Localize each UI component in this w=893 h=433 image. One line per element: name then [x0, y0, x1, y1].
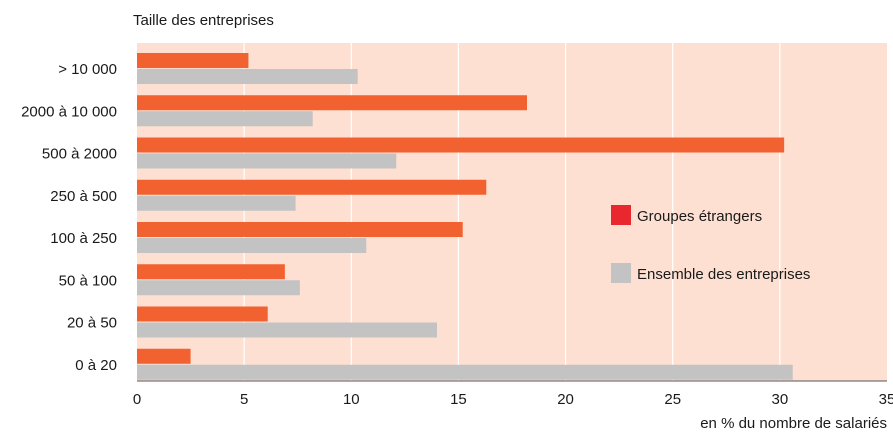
bar-groupes-etrangers [137, 179, 487, 195]
bar-groupes-etrangers [137, 137, 785, 153]
x-tick-label: 35 [879, 391, 893, 408]
bar-ensemble-entreprises [137, 280, 300, 296]
y-tick-label: > 10 000 [58, 61, 117, 78]
bar-ensemble-entreprises [137, 195, 296, 211]
bar-groupes-etrangers [137, 306, 268, 322]
y-tick-label: 100 à 250 [50, 230, 117, 247]
y-tick-labels: > 10 000 2000 à 10 000 500 à 2000 250 à 500… [21, 61, 117, 374]
y-axis-title: Taille des entreprises [133, 12, 274, 29]
x-tick-label: 25 [664, 391, 681, 408]
x-tick-labels: 0 5 10 15 20 25 30 35 [133, 391, 893, 408]
bar-groupes-etrangers [137, 264, 285, 280]
bar-groupes-etrangers [137, 95, 527, 111]
x-tick-label: 15 [450, 391, 467, 408]
bar-ensemble-entreprises [137, 153, 397, 169]
legend-swatch [611, 263, 631, 283]
bar-groupes-etrangers [137, 222, 463, 237]
x-tick-label: 0 [133, 391, 141, 408]
x-tick-label: 20 [557, 391, 574, 408]
x-tick-label: 5 [240, 391, 248, 408]
bar-groupes-etrangers [137, 348, 191, 364]
x-axis-title: en % du nombre de salariés [700, 415, 887, 432]
y-tick-label: 250 à 500 [50, 188, 117, 205]
y-tick-label: 2000 à 10 000 [21, 103, 117, 120]
bar-groupes-etrangers [137, 53, 249, 68]
bar-ensemble-entreprises [137, 111, 313, 127]
y-tick-label: 20 à 50 [67, 315, 117, 332]
legend-swatch [611, 205, 631, 225]
bar-ensemble-entreprises [137, 69, 358, 84]
bar-ensemble-entreprises [137, 364, 793, 380]
y-tick-label: 0 à 20 [75, 357, 117, 374]
bar-ensemble-entreprises [137, 322, 437, 338]
legend-label: Groupes étrangers [637, 208, 762, 225]
y-tick-label: 500 à 2000 [42, 146, 117, 163]
bars [137, 53, 793, 380]
bar-ensemble-entreprises [137, 238, 367, 253]
x-tick-label: 30 [772, 391, 789, 408]
legend: Groupes étrangers Ensemble des entreprise… [611, 205, 810, 283]
x-tick-label: 10 [343, 391, 360, 408]
legend-label: Ensemble des entreprises [637, 266, 810, 283]
y-tick-label: 50 à 100 [59, 272, 117, 289]
